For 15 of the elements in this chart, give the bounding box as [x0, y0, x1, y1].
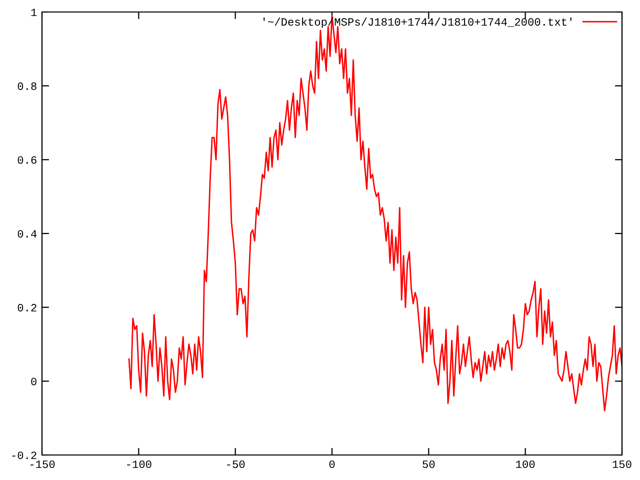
y-tick-label: 0.2 [18, 304, 36, 312]
x-tick-label: 50 [422, 460, 435, 468]
y-tick-label: 0 [31, 378, 36, 386]
y-tick-label: 0.8 [18, 82, 36, 90]
line-series [128, 14, 622, 412]
y-tick-label: 0.6 [18, 156, 36, 164]
x-tick-label: -50 [227, 460, 245, 468]
x-tick-label: 0 [329, 460, 335, 468]
x-tick-label: -150 [30, 460, 55, 468]
y-tick-label: 1 [31, 8, 37, 16]
x-tick-label: 100 [516, 460, 535, 468]
y-tick-label: 0.4 [18, 230, 37, 238]
y-tick-label: -0.2 [12, 452, 36, 460]
x-tick-label: 150 [612, 460, 632, 468]
x-tick-label: -100 [127, 460, 152, 468]
